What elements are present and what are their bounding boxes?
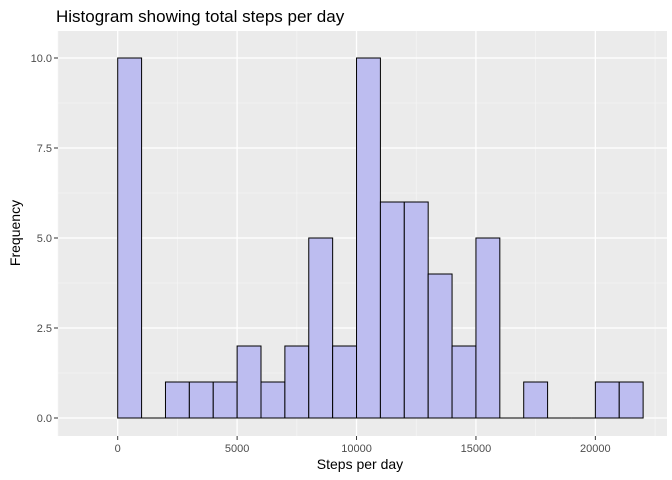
histogram-bar bbox=[260, 381, 286, 419]
histogram-bar bbox=[188, 381, 214, 419]
histogram-bar bbox=[427, 273, 453, 419]
histogram-bar bbox=[236, 345, 262, 419]
x-tick-label: 20000 bbox=[580, 443, 611, 455]
histogram-bar bbox=[451, 345, 477, 419]
x-tick-label: 5000 bbox=[225, 443, 249, 455]
x-tick-label: 15000 bbox=[461, 443, 492, 455]
histogram-bar bbox=[403, 201, 429, 419]
y-axis-title: Frequency bbox=[7, 200, 23, 266]
histogram-bar bbox=[117, 57, 143, 419]
y-axis: 0.0 2.5 5.0 7.5 10.0 bbox=[31, 53, 58, 425]
histogram-bar bbox=[308, 237, 334, 419]
y-tick-label: 10.0 bbox=[31, 53, 52, 65]
histogram-bar bbox=[212, 381, 238, 419]
x-axis: 0 5000 10000 15000 20000 bbox=[115, 436, 611, 455]
y-tick-label: 7.5 bbox=[37, 143, 52, 155]
x-tick-label: 0 bbox=[115, 443, 121, 455]
histogram-bar bbox=[164, 381, 190, 419]
histogram-bar bbox=[475, 237, 501, 419]
histogram-bar bbox=[379, 201, 405, 419]
y-tick-label: 0.0 bbox=[37, 413, 52, 425]
histogram-bar bbox=[618, 381, 644, 419]
histogram-bar bbox=[594, 381, 620, 419]
y-tick-label: 5.0 bbox=[37, 233, 52, 245]
y-tick-label: 2.5 bbox=[37, 323, 52, 335]
histogram-bar bbox=[523, 381, 549, 419]
histogram-bar bbox=[284, 345, 310, 419]
x-tick-label: 10000 bbox=[341, 443, 372, 455]
histogram-bars bbox=[117, 57, 644, 419]
chart-title: Histogram showing total steps per day bbox=[56, 7, 345, 26]
histogram-bar bbox=[332, 345, 358, 419]
histogram-bar bbox=[356, 57, 381, 419]
x-axis-title: Steps per day bbox=[317, 456, 403, 472]
